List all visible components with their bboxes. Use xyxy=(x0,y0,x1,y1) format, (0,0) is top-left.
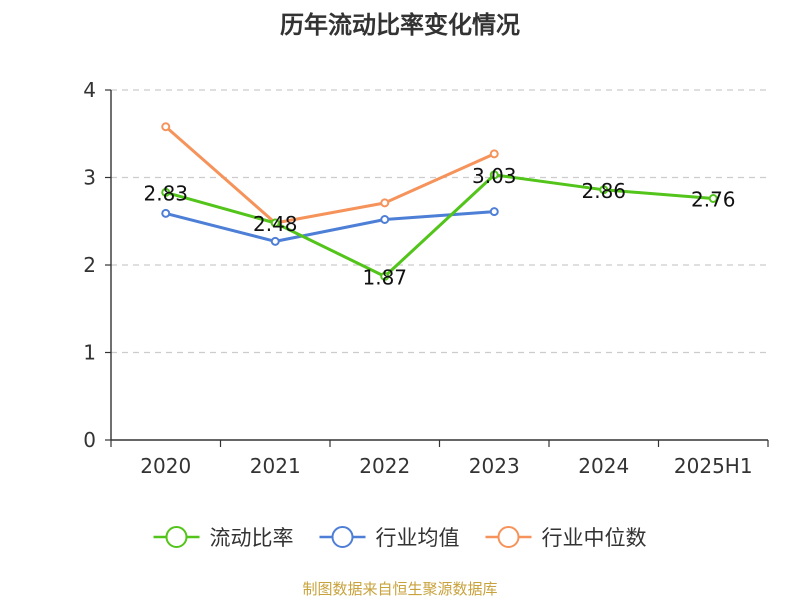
legend-item-1[interactable]: 行业均值 xyxy=(319,526,460,550)
x-tick-label: 2023 xyxy=(469,454,520,478)
legend-marker xyxy=(331,526,354,548)
data-point xyxy=(161,208,171,218)
data-label: 2.86 xyxy=(581,179,626,203)
data-point xyxy=(161,187,171,197)
legend-label: 行业均值 xyxy=(376,526,460,550)
axes: 0 1 2 3 4 2020 2021 2022 2023 2024 2025H1 xyxy=(83,78,769,478)
data-point xyxy=(380,215,390,224)
source-footnote: 制图数据来自恒生聚源数据库 xyxy=(302,580,497,598)
chart-title: 历年流动比率变化情况 xyxy=(280,11,520,39)
legend-item-0[interactable]: 流动比率 xyxy=(153,526,294,550)
y-tick-label: 2 xyxy=(83,253,96,277)
x-tick-label: 2025H1 xyxy=(674,454,753,478)
legend[interactable]: 流动比率 行业均值 行业中位数 xyxy=(153,526,647,550)
series-line-0 xyxy=(165,173,714,278)
series-line-2 xyxy=(164,125,495,225)
legend-label: 流动比率 xyxy=(210,526,294,550)
data-label: 1.87 xyxy=(362,265,407,289)
data-label: 2.48 xyxy=(253,212,298,236)
y-tick-label: 4 xyxy=(83,78,96,102)
legend-marker xyxy=(497,526,520,548)
x-tick-label: 2022 xyxy=(359,454,410,478)
data-label: 2.83 xyxy=(143,181,188,205)
x-tick-label: 2021 xyxy=(250,454,301,478)
x-tick-label: 2020 xyxy=(140,454,191,478)
data-label: 2.76 xyxy=(691,188,736,212)
x-tick-label: 2024 xyxy=(578,454,629,478)
data-point xyxy=(489,170,499,180)
data-point xyxy=(599,185,609,195)
legend-marker xyxy=(165,526,188,548)
data-point xyxy=(270,218,280,228)
data-point xyxy=(380,198,390,208)
data-point xyxy=(489,207,499,217)
data-label: 3.03 xyxy=(472,164,517,188)
series-lines xyxy=(161,122,718,281)
y-tick-label: 0 xyxy=(83,428,96,452)
grid-lines xyxy=(111,89,768,354)
data-point xyxy=(708,194,718,203)
y-tick-label: 1 xyxy=(83,341,96,365)
data-point xyxy=(489,149,499,159)
y-tick-label: 3 xyxy=(83,166,96,190)
data-labels: 2.83 2.48 1.87 3.03 2.86 2.76 xyxy=(143,164,735,290)
legend-label: 行业中位数 xyxy=(542,526,647,550)
series-line-1 xyxy=(165,210,495,243)
legend-item-2[interactable]: 行业中位数 xyxy=(485,526,647,550)
data-point xyxy=(270,236,280,246)
data-point xyxy=(161,122,171,132)
data-point xyxy=(380,271,390,281)
